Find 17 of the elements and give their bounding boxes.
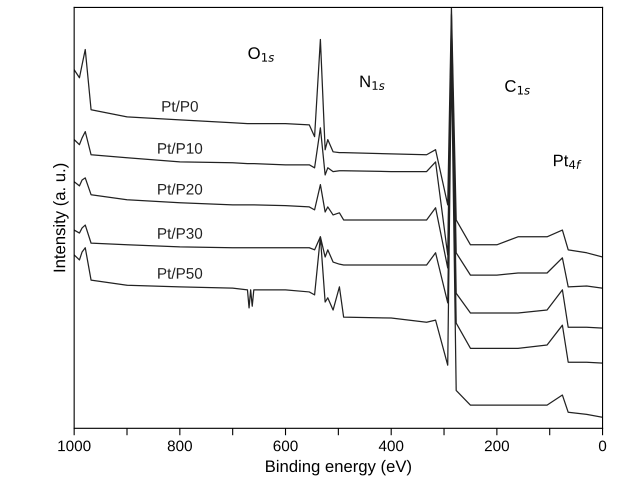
annotation: N$_{1s}$ [360,76,385,90]
x-tick-label: 1000 [58,440,91,452]
series-label: Pt/P10 [158,142,202,154]
annotation: O$_{1s}$ [248,47,274,62]
series-label: Pt/P20 [158,183,202,195]
y-axis-title: Intensity (a. u.) [53,164,69,272]
series-label: Pt/P50 [158,268,202,279]
annotation: C$_{1s}$ [505,80,530,95]
x-tick-label: 800 [168,440,192,452]
x-axis-title: Binding energy (eV) [266,460,411,476]
series-label: Pt/P30 [158,228,202,239]
x-tick-label: 600 [274,440,298,452]
x-tick-label: 0 [598,440,606,452]
annotation: Pt$_{4f}$ [554,154,582,169]
x-tick-label: 200 [484,440,510,452]
x-tick-label: 400 [378,440,404,452]
series-label: Pt/P0 [162,100,198,112]
